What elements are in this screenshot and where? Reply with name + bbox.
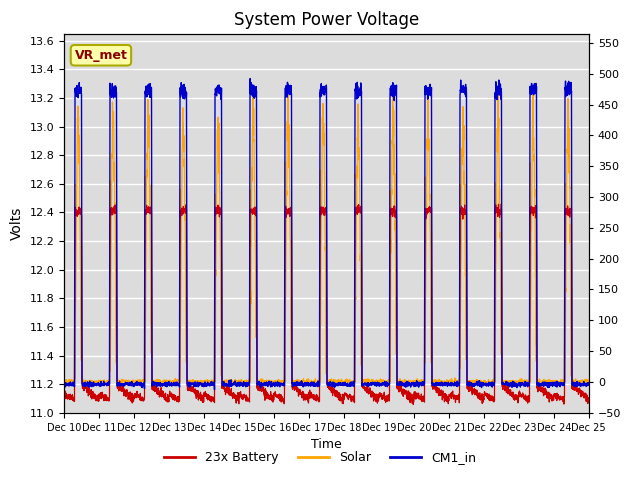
Legend: 23x Battery, Solar, CM1_in: 23x Battery, Solar, CM1_in bbox=[159, 446, 481, 469]
Y-axis label: Volts: Volts bbox=[10, 206, 24, 240]
Title: System Power Voltage: System Power Voltage bbox=[234, 11, 419, 29]
X-axis label: Time: Time bbox=[311, 438, 342, 451]
Text: VR_met: VR_met bbox=[74, 49, 127, 62]
